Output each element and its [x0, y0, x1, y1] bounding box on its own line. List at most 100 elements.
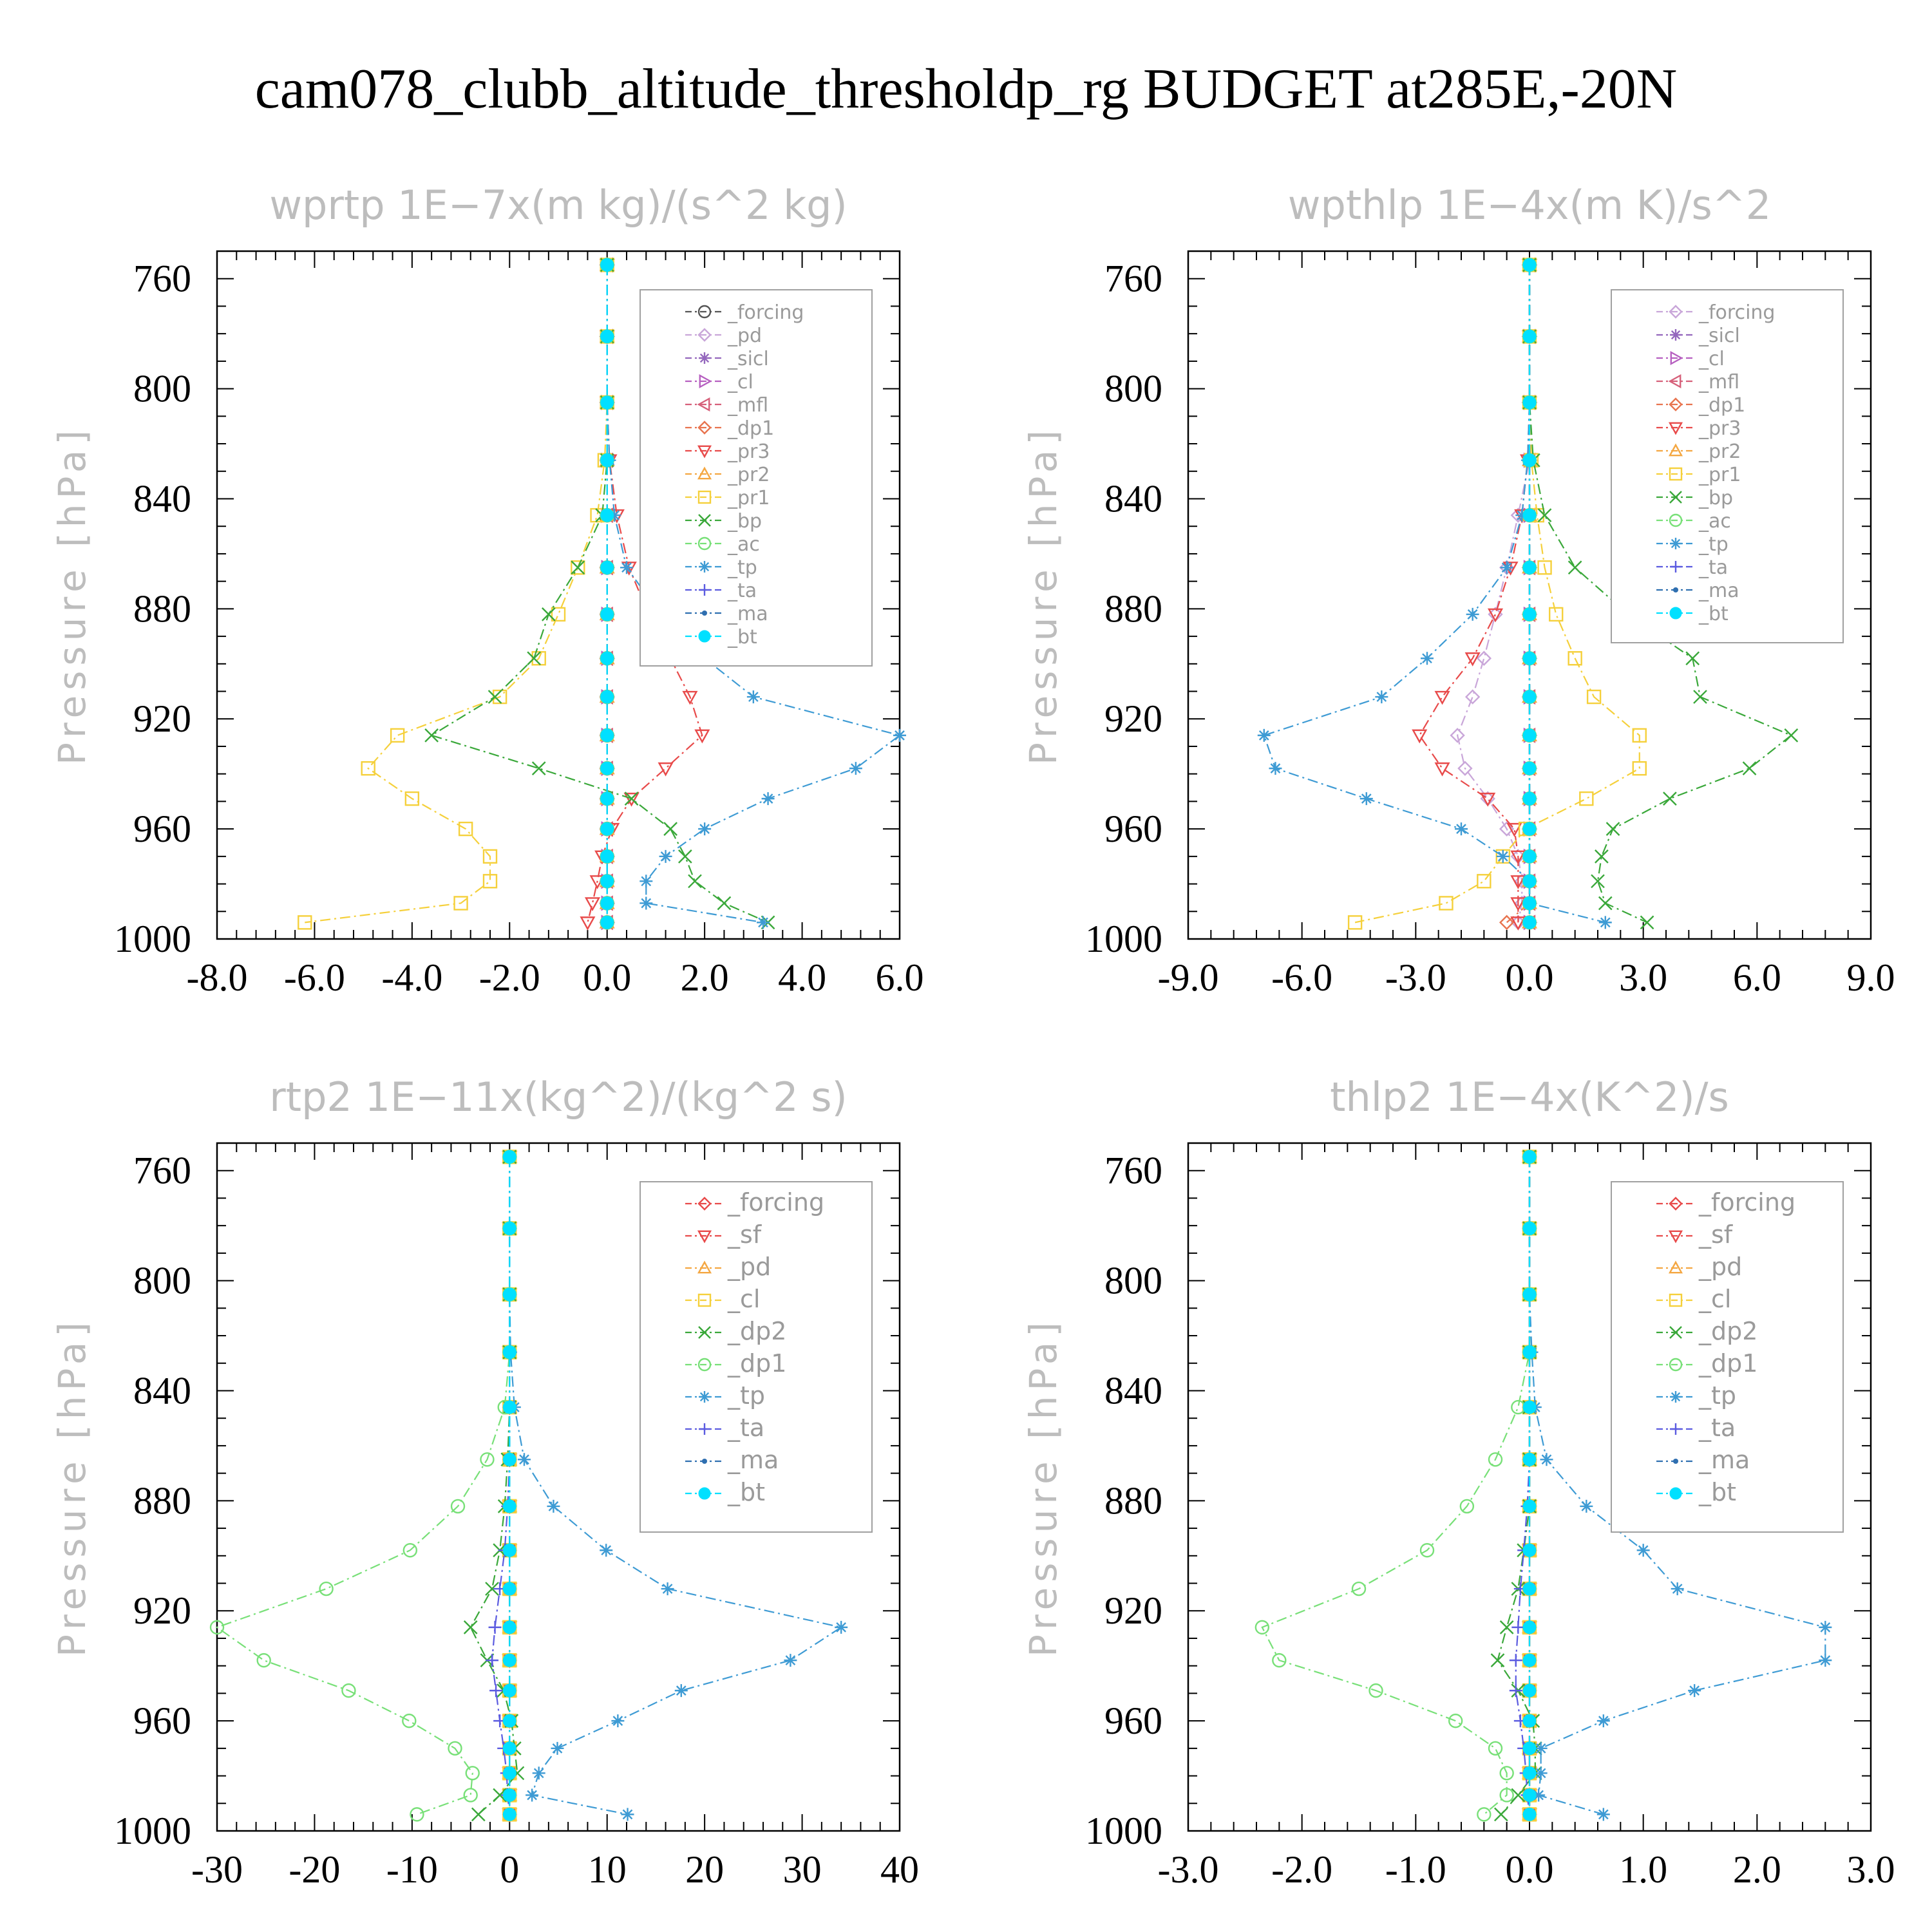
point_bp: [1598, 896, 1613, 911]
series-group: [1255, 1148, 1832, 1823]
point_bp: [531, 761, 546, 775]
legend-marker_pr3: [697, 445, 712, 459]
legend-marker_ma: [1672, 587, 1679, 593]
point_dp2: [1493, 1807, 1508, 1822]
y-tick-label: 920: [133, 697, 191, 740]
panel-title: rtp2 1E−11x(kg^2)/(kg^2 s): [269, 1074, 847, 1121]
point_dp1: [1448, 1713, 1463, 1728]
point_bt: [1522, 651, 1537, 665]
point_pr1: [1579, 791, 1594, 806]
point_bt: [1522, 1400, 1537, 1414]
point_pr1: [298, 915, 312, 930]
point_tp: [1540, 1453, 1553, 1466]
point_bp: [1784, 728, 1799, 743]
point_bt: [1522, 1150, 1537, 1164]
point_pr3: [1510, 850, 1526, 865]
y-tick-label: 840: [1104, 1369, 1162, 1412]
point_pr1: [404, 791, 420, 806]
y-tick-label: 800: [1104, 1260, 1162, 1302]
point_pr1: [571, 560, 585, 575]
point_pr1: [1586, 689, 1602, 705]
legend-label: _dp2: [727, 1317, 786, 1345]
point_dp1: [402, 1713, 417, 1728]
series-line_pr3: [587, 265, 703, 923]
series-group: [1257, 256, 1799, 931]
point_forcing: [1457, 761, 1473, 776]
plot-frame: [216, 1142, 901, 1832]
x-tick-label: -6.0: [1271, 956, 1332, 999]
point_pr3: [1510, 916, 1526, 931]
legend-label: _tp: [1698, 1381, 1736, 1410]
page-title: cam078_clubb_altitude_thresholdp_rg BUDG…: [254, 58, 1678, 120]
legend-label: _pr3: [727, 440, 770, 463]
y-tick-label: 880: [133, 587, 191, 630]
legend-label: _tp: [1698, 533, 1728, 556]
legend-label: _dp2: [1698, 1317, 1757, 1345]
point_tp: [661, 1582, 674, 1596]
point_tp: [1359, 792, 1373, 806]
point_dp1: [1488, 1741, 1503, 1756]
point_bt: [502, 1766, 516, 1780]
legend-marker_dp2: [1669, 1326, 1682, 1339]
y-tick-label: 1000: [1085, 918, 1162, 960]
point_pr1: [361, 761, 375, 776]
point_tp: [1598, 916, 1612, 929]
point_ta: [486, 1654, 499, 1667]
point_pr1: [1567, 651, 1582, 666]
point_dp1: [1499, 1788, 1514, 1803]
point_bt: [1522, 849, 1537, 864]
point_tp: [600, 1544, 613, 1557]
legend-label: _bp: [727, 510, 762, 533]
point_tp: [1466, 607, 1479, 621]
point_dp1: [209, 1620, 225, 1635]
legend-marker_sicl: [699, 352, 710, 364]
point_pr3: [1510, 875, 1526, 889]
panel-4: thlp2 1E−4x(K^2)/s Pressure [hPa] -3.0 -2.0…: [1021, 1074, 1895, 1891]
point_bt: [1522, 761, 1537, 775]
legend-label: _pd: [727, 1253, 771, 1281]
point_pr1: [1537, 560, 1552, 575]
y-tick-label: 920: [1104, 697, 1162, 740]
y-tick-label: 1000: [114, 1810, 191, 1852]
point_bp: [1537, 508, 1552, 522]
point_dp2: [1499, 1620, 1514, 1634]
legend-label: _ac: [727, 533, 760, 556]
point_pr3: [623, 792, 639, 807]
legend-label: _bt: [727, 1478, 765, 1506]
point_pr1: [482, 849, 498, 864]
point_tp: [547, 1499, 560, 1513]
point_bt: [1522, 453, 1537, 468]
x-tick-label: 2.0: [681, 956, 729, 999]
legend-label: _forcing: [1698, 1188, 1795, 1217]
point_bt: [600, 791, 614, 806]
point_tp: [746, 690, 760, 704]
legend-marker_bt: [1669, 1487, 1682, 1500]
point_dp1: [402, 1543, 418, 1558]
point_bt: [1522, 822, 1537, 836]
y-tick-label: 960: [133, 808, 191, 850]
legend-marker_tp: [1670, 1391, 1681, 1403]
legend-label: _pr1: [1698, 464, 1741, 486]
x-tick-label: 0.0: [1506, 1848, 1554, 1891]
point_bt: [502, 1499, 516, 1513]
y-tick-label: 1000: [1085, 1810, 1162, 1852]
x-tick-label: 20: [685, 1848, 724, 1891]
point_bt: [502, 1788, 516, 1802]
panel-title: wprtp 1E−7x(m kg)/(s^2 kg): [269, 182, 847, 229]
point_forcing: [1450, 728, 1465, 743]
y-tick-label: 960: [1104, 808, 1162, 850]
point_bp: [717, 896, 732, 911]
point_bt: [1522, 560, 1537, 574]
x-tick-label: -10: [386, 1848, 438, 1891]
legend-marker_bt: [698, 1487, 711, 1500]
point_tp: [620, 561, 633, 574]
point_tp: [835, 1620, 848, 1634]
x-tick-label: -30: [191, 1848, 243, 1891]
point_bt: [600, 874, 614, 888]
point_tp: [1580, 1499, 1593, 1513]
point_pr3: [1434, 690, 1450, 705]
legend-marker_ta: [699, 1423, 710, 1435]
legend-label: _dp1: [727, 417, 774, 440]
point_bt: [502, 1807, 516, 1821]
point_bt: [1522, 896, 1537, 910]
